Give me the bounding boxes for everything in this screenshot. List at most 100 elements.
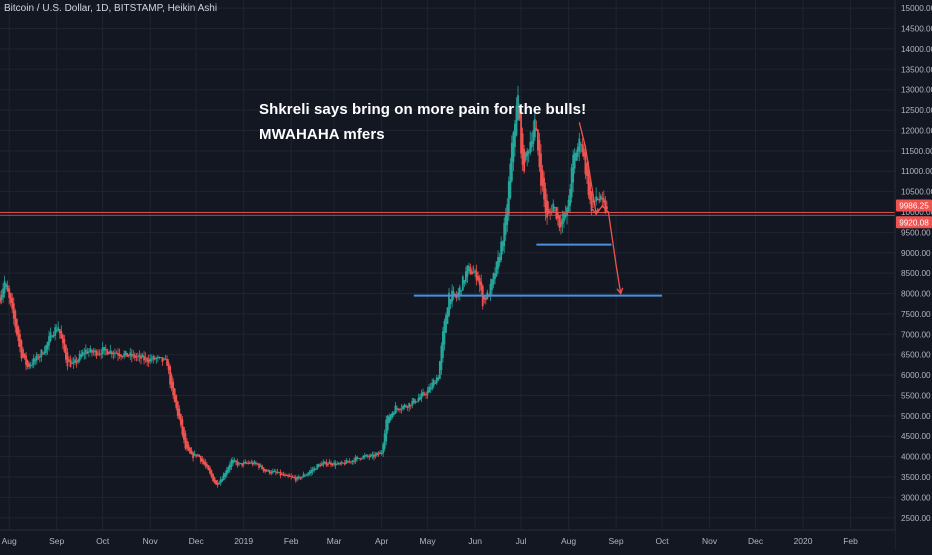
candle-body (543, 177, 545, 200)
candle-body (331, 463, 334, 466)
candle-body (423, 393, 426, 395)
candle-body (359, 457, 362, 460)
candle-body (558, 215, 561, 228)
candle-body (323, 461, 326, 464)
candle-body (564, 214, 567, 218)
candle-body (458, 287, 461, 295)
candle-body (406, 406, 409, 408)
candle-body (567, 199, 570, 212)
candle-body (166, 358, 168, 366)
candle-body (348, 461, 351, 463)
candle-body (353, 461, 355, 463)
candle-body (251, 462, 254, 465)
price-tick-label: 14500.00 (901, 25, 932, 34)
candle-body (264, 469, 267, 472)
candle-body (87, 351, 90, 353)
candle-body (176, 401, 179, 416)
candle-body (380, 453, 383, 455)
annotation-text-2[interactable]: MWAHAHA mfers (259, 126, 385, 143)
candle-body (409, 405, 412, 407)
candle-body (124, 351, 127, 355)
candle-body (510, 142, 513, 181)
candle-body (146, 358, 149, 362)
candle-body (532, 130, 535, 145)
candle-body (360, 458, 363, 460)
candle-body (313, 467, 316, 471)
candle-body (582, 148, 585, 157)
candle-body (435, 377, 438, 384)
projection-path[interactable] (578, 122, 622, 294)
candle-body (448, 292, 450, 316)
time-axis-background[interactable] (0, 530, 895, 550)
candle-body (35, 354, 38, 361)
candle-body (236, 461, 239, 466)
projection-arrow-head (616, 287, 624, 295)
candle-body (503, 223, 506, 247)
price-tick-label: 11500.00 (901, 147, 932, 156)
candle-body (262, 467, 265, 472)
candle-body (304, 475, 306, 477)
candle-body (517, 95, 519, 121)
candle-body (60, 331, 63, 339)
candle-body (325, 462, 328, 466)
candle-body (22, 349, 24, 358)
candle-body (198, 454, 201, 458)
candle-body (127, 354, 130, 357)
candle-body (460, 290, 463, 292)
candle-body (514, 123, 516, 148)
candle-body (317, 463, 320, 467)
candle-body (556, 213, 559, 219)
candle-body (161, 357, 164, 362)
candle-body (512, 132, 515, 162)
candle-body (153, 357, 156, 360)
candle-body (112, 353, 115, 355)
candle-body (0, 295, 3, 301)
candle-body (356, 456, 358, 460)
projection-arrow-head (591, 208, 599, 216)
candle-body (210, 470, 213, 477)
candle-body (215, 480, 217, 485)
candle-body (445, 315, 447, 333)
candle-body (483, 295, 486, 300)
candle-body (373, 455, 375, 458)
candle-body (472, 272, 475, 274)
candle-body (414, 400, 417, 403)
candle-body (428, 386, 431, 393)
candle-body (37, 357, 40, 359)
price-axis[interactable]: 2500.00 3000.00 3500.00 4000.00 4500.00 5000.… (901, 4, 932, 523)
annotation-text-1[interactable]: Shkreli says bring on more pain for the … (259, 101, 587, 118)
candle-body (595, 196, 598, 202)
candle-body (3, 280, 6, 293)
candle-body (426, 390, 429, 395)
time-axis[interactable]: Aug Sep Oct Nov Dec 2019 Feb Mar Apr May Jun Jul Aug… (2, 536, 859, 546)
candle-body (570, 167, 573, 198)
candle-body (576, 146, 579, 157)
candle-body (253, 461, 256, 464)
candle-body (527, 151, 530, 154)
candle-body (475, 271, 478, 281)
candle-body (97, 353, 99, 355)
candle-body (319, 465, 322, 467)
candle-body (415, 401, 418, 403)
candle-body (40, 349, 43, 357)
candle-body (371, 454, 374, 456)
time-tick-label: May (420, 536, 437, 546)
candle-body (204, 462, 207, 466)
candle-body (19, 333, 21, 348)
candle-body (155, 358, 158, 360)
candle-body (351, 460, 354, 462)
candle-body (26, 360, 29, 367)
drawings-layer[interactable] (413, 122, 663, 297)
price-tick-label: 14000.00 (901, 45, 932, 54)
candle-body (438, 361, 441, 379)
candle-body (547, 209, 550, 214)
candle-body (382, 444, 385, 454)
candle-body (255, 462, 257, 464)
candle-body (572, 154, 575, 183)
price-axis-background[interactable] (895, 0, 932, 550)
candle-body (172, 381, 175, 396)
candle-body (61, 334, 64, 344)
candle-body (5, 284, 8, 287)
